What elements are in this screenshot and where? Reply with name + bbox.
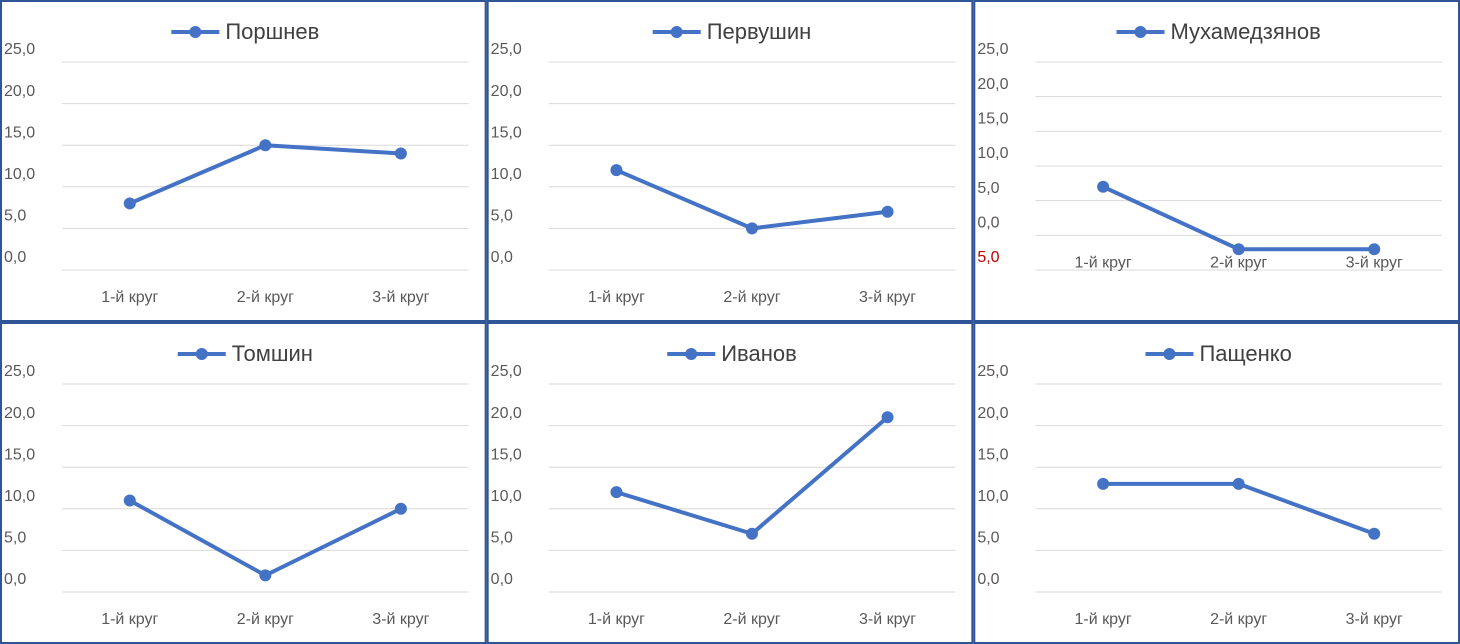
marker — [1097, 477, 1110, 490]
y-tick-label: 0,0 — [977, 215, 999, 232]
y-tick-label: 25,0 — [4, 363, 35, 380]
marker — [394, 502, 407, 515]
marker — [259, 139, 272, 152]
y-tick-label: 10,0 — [491, 166, 522, 183]
marker — [1232, 477, 1245, 490]
x-tick-label: 3-й круг — [859, 611, 916, 628]
chart-panel: 0,0 5,0 10,0 15,0 20,0 25,0 1-й круг 2-й круг 3-… — [973, 322, 1460, 644]
x-tick-label: 2-й круг — [723, 289, 780, 306]
y-tick-label: 0,0 — [491, 249, 513, 266]
marker — [881, 411, 894, 424]
x-tick-label: 3-й круг — [372, 611, 429, 628]
y-tick-label: 15,0 — [491, 124, 522, 141]
y-tick-label: 10,0 — [977, 488, 1008, 505]
panel-border — [486, 0, 974, 322]
y-tick-label: 15,0 — [4, 124, 35, 141]
y-tick-label: 25,0 — [491, 41, 522, 58]
y-tick-label: 20,0 — [491, 405, 522, 422]
y-tick-label: 5,0 — [491, 208, 513, 225]
legend-marker — [195, 348, 208, 360]
y-tick-label: 25,0 — [4, 41, 35, 58]
legend-marker — [1134, 26, 1147, 38]
chart-panel: 0,0 5,0 10,0 15,0 20,0 25,0 1-й круг 2-й круг 3-… — [0, 322, 487, 644]
legend-label: Поршнев — [225, 19, 319, 44]
marker — [123, 197, 136, 210]
legend-label: Пащенко — [1199, 341, 1291, 366]
y-tick-label: 0,0 — [4, 249, 26, 266]
x-tick-label: 1-й круг — [1075, 611, 1132, 628]
x-tick-label: 1-й круг — [101, 289, 158, 306]
y-tick-label: 20,0 — [977, 405, 1008, 422]
legend-label: Иванов — [721, 341, 797, 366]
marker — [1368, 527, 1381, 540]
x-tick-label: 3-й круг — [1346, 611, 1403, 628]
y-tick-label: 15,0 — [977, 111, 1008, 128]
chart-panel: 5,0 0,0 5,0 10,0 15,0 20,0 25,0 1-й круг 2-й кру… — [973, 0, 1460, 322]
y-tick-label: 10,0 — [4, 166, 35, 183]
x-tick-label: 1-й круг — [101, 611, 158, 628]
x-tick-label: 2-й круг — [1210, 255, 1267, 272]
y-tick-label: 5,0 — [977, 530, 999, 547]
marker — [1097, 180, 1110, 193]
legend-label: Мухамедзянов — [1170, 19, 1320, 44]
legend-marker — [1163, 348, 1176, 360]
chart-panel: 0,0 5,0 10,0 15,0 20,0 25,0 1-й круг 2-й круг 3-… — [486, 322, 974, 644]
y-tick-label: 0,0 — [4, 571, 26, 588]
marker — [1368, 243, 1381, 256]
y-tick-label: 5,0 — [491, 530, 513, 547]
x-tick-label: 1-й круг — [588, 611, 645, 628]
chart-panel: 0,0 5,0 10,0 15,0 20,0 25,0 1-й круг 2-й круг 3-… — [0, 0, 487, 322]
y-tick-label: 20,0 — [977, 76, 1008, 93]
x-tick-label: 3-й круг — [1346, 255, 1403, 272]
legend-label: Первушин — [707, 19, 812, 44]
x-tick-label: 3-й круг — [372, 289, 429, 306]
y-tick-label: 15,0 — [491, 446, 522, 463]
y-tick-label: 5,0 — [4, 530, 26, 547]
marker — [746, 222, 758, 235]
x-tick-label: 2-й круг — [1210, 611, 1267, 628]
marker — [1232, 243, 1245, 256]
legend-marker — [189, 26, 202, 38]
x-tick-label: 2-й круг — [723, 611, 780, 628]
y-tick-label: 5,0 — [977, 180, 999, 197]
panel-border — [973, 0, 1460, 322]
marker — [610, 164, 623, 177]
y-tick-label: 15,0 — [4, 446, 35, 463]
y-tick-label: 5,0 — [977, 249, 999, 266]
marker — [746, 527, 758, 540]
panel-border — [0, 0, 487, 322]
panel-border — [0, 322, 487, 644]
y-tick-label: 20,0 — [4, 83, 35, 100]
y-tick-label: 0,0 — [977, 571, 999, 588]
x-tick-label: 2-й круг — [237, 289, 294, 306]
y-tick-label: 20,0 — [4, 405, 35, 422]
marker — [881, 205, 894, 218]
x-tick-label: 1-й круг — [1075, 255, 1132, 272]
panel-border — [486, 322, 974, 644]
marker — [394, 147, 407, 160]
chart-panel: 0,0 5,0 10,0 15,0 20,0 25,0 1-й круг 2-й круг 3-… — [486, 0, 974, 322]
y-tick-label: 5,0 — [4, 208, 26, 225]
x-tick-label: 2-й круг — [237, 611, 294, 628]
y-tick-label: 10,0 — [4, 488, 35, 505]
legend-marker — [685, 348, 698, 360]
x-tick-label: 3-й круг — [859, 289, 916, 306]
legend-marker — [670, 26, 683, 38]
y-tick-label: 25,0 — [977, 363, 1008, 380]
y-tick-label: 25,0 — [977, 41, 1008, 58]
marker — [259, 569, 272, 582]
x-tick-label: 1-й круг — [588, 289, 645, 306]
y-tick-label: 0,0 — [491, 571, 513, 588]
y-tick-label: 20,0 — [491, 83, 522, 100]
marker — [610, 486, 623, 499]
y-tick-label: 25,0 — [491, 363, 522, 380]
marker — [123, 494, 136, 507]
y-tick-label: 10,0 — [491, 488, 522, 505]
y-tick-label: 10,0 — [977, 145, 1008, 162]
y-tick-label: 15,0 — [977, 446, 1008, 463]
legend-label: Томшин — [232, 341, 313, 366]
